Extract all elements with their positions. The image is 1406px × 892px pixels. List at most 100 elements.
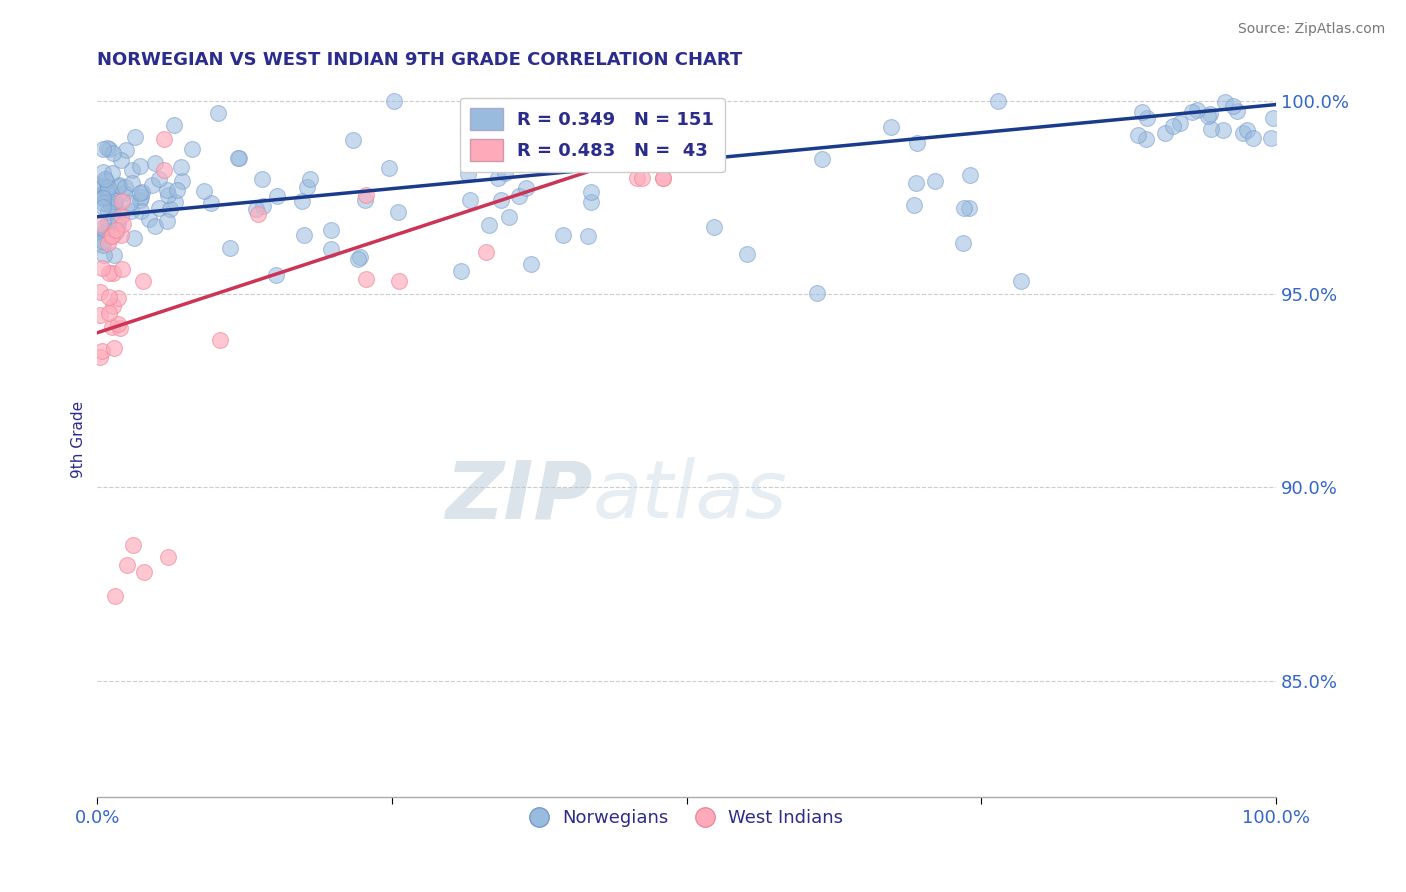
Point	[96, 174, 118, 188]
Point	[111, 217, 134, 231]
Point	[295, 180, 318, 194]
Point	[266, 188, 288, 202]
Point	[626, 171, 648, 186]
Point	[91, 234, 114, 248]
Point	[574, 126, 596, 140]
Point	[110, 209, 132, 223]
Point	[250, 171, 273, 186]
Point	[321, 223, 343, 237]
Point	[905, 176, 928, 190]
Point	[129, 186, 152, 200]
Point	[107, 318, 129, 332]
Point	[91, 142, 114, 156]
Point	[494, 166, 516, 180]
Point	[207, 106, 229, 120]
Point	[806, 286, 828, 301]
Point	[96, 141, 118, 155]
Point	[903, 198, 925, 212]
Point	[121, 162, 143, 177]
Point	[91, 165, 114, 179]
Point	[486, 170, 509, 185]
Point	[121, 176, 143, 190]
Point	[91, 235, 114, 250]
Point	[228, 151, 250, 165]
Point	[100, 229, 122, 244]
Point	[959, 168, 981, 182]
Point	[477, 218, 499, 232]
Point	[141, 178, 163, 192]
Point	[103, 341, 125, 355]
Point	[347, 252, 370, 266]
Point	[450, 264, 472, 278]
Point	[107, 217, 129, 231]
Point	[120, 203, 142, 218]
Point	[457, 167, 479, 181]
Point	[97, 235, 120, 250]
Point	[156, 188, 179, 202]
Point	[118, 195, 141, 210]
Point	[156, 183, 179, 197]
Point	[959, 201, 981, 215]
Point	[652, 171, 675, 186]
Point	[89, 350, 111, 364]
Point	[91, 220, 114, 235]
Text: NORWEGIAN VS WEST INDIAN 9TH GRADE CORRELATION CHART: NORWEGIAN VS WEST INDIAN 9TH GRADE CORRE…	[97, 51, 742, 69]
Point	[90, 343, 112, 358]
Point	[378, 161, 401, 175]
Point	[91, 179, 114, 194]
Point	[735, 246, 758, 260]
Point	[591, 146, 613, 161]
Point	[131, 203, 153, 218]
Point	[498, 211, 520, 225]
Y-axis label: 9th Grade: 9th Grade	[72, 401, 86, 477]
Point	[319, 242, 342, 256]
Point	[98, 266, 121, 280]
Point	[1198, 107, 1220, 121]
Point	[104, 194, 127, 209]
Point	[111, 194, 134, 208]
Point	[508, 188, 530, 202]
Point	[143, 219, 166, 234]
Point	[1260, 130, 1282, 145]
Point	[1168, 116, 1191, 130]
Point	[1236, 122, 1258, 136]
Point	[952, 235, 974, 250]
Point	[153, 132, 176, 146]
Point	[148, 201, 170, 215]
Point	[145, 155, 167, 169]
Point	[103, 202, 125, 216]
Point	[129, 190, 152, 204]
Point	[581, 185, 603, 199]
Point	[1199, 121, 1222, 136]
Point	[581, 128, 603, 142]
Point	[124, 129, 146, 144]
Point	[101, 319, 124, 334]
Point	[110, 228, 132, 243]
Point	[1197, 109, 1219, 123]
Point	[97, 215, 120, 229]
Point	[131, 185, 153, 199]
Point	[97, 290, 120, 304]
Point	[581, 149, 603, 163]
Text: ZIP: ZIP	[444, 458, 592, 535]
Point	[121, 538, 143, 552]
Point	[1241, 130, 1264, 145]
Point	[101, 166, 124, 180]
Point	[157, 549, 180, 564]
Point	[1135, 132, 1157, 146]
Point	[129, 194, 152, 208]
Point	[94, 224, 117, 238]
Point	[148, 171, 170, 186]
Point	[551, 227, 574, 242]
Point	[1181, 105, 1204, 120]
Point	[89, 285, 111, 299]
Point	[108, 321, 131, 335]
Point	[107, 291, 129, 305]
Point	[91, 186, 114, 201]
Point	[631, 171, 654, 186]
Point	[112, 186, 135, 200]
Point	[96, 184, 118, 198]
Point	[1010, 274, 1032, 288]
Point	[96, 191, 118, 205]
Point	[107, 213, 129, 227]
